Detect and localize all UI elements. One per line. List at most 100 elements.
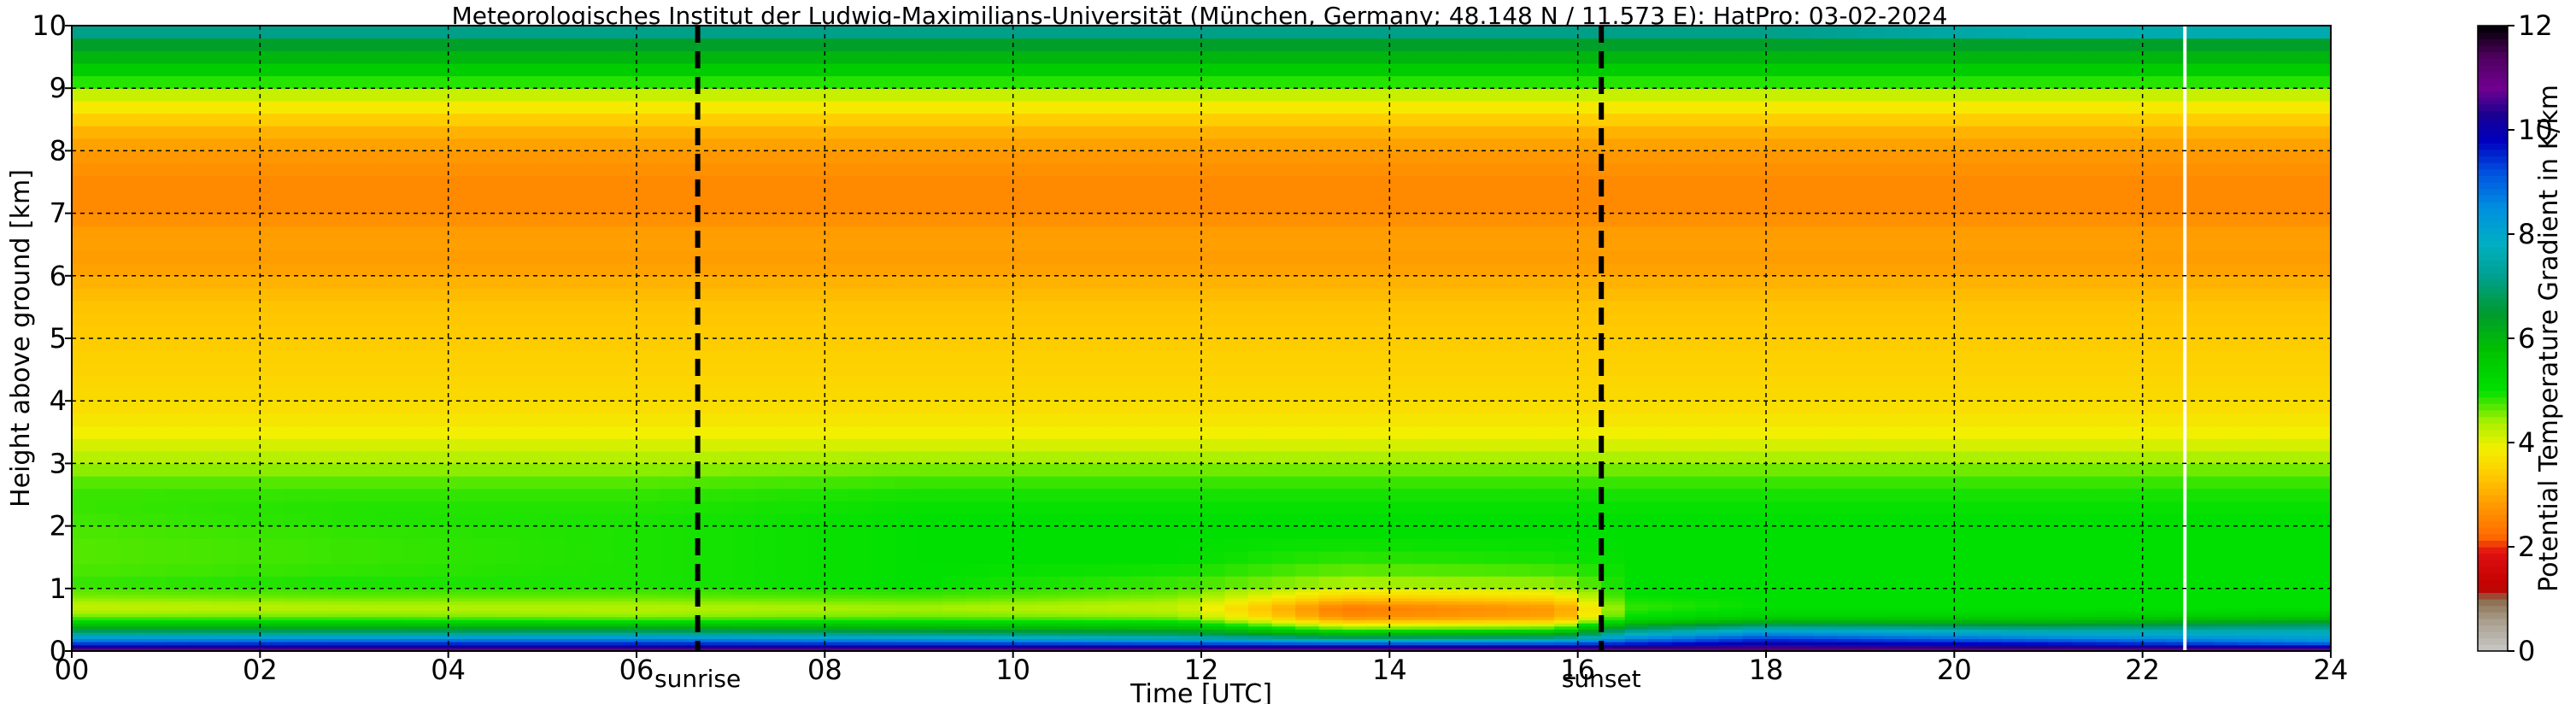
heatmap-cell <box>1389 138 1414 151</box>
heatmap-cell <box>142 401 167 414</box>
heatmap-cell <box>448 275 472 290</box>
heatmap-cell <box>72 250 97 264</box>
heatmap-cell <box>307 613 332 618</box>
heatmap-cell <box>378 476 402 490</box>
heatmap-cell <box>495 648 519 652</box>
heatmap-cell <box>448 388 472 402</box>
heatmap-cell <box>1766 642 1791 646</box>
heatmap-cell <box>848 38 873 51</box>
heatmap-cell <box>731 88 755 102</box>
heatmap-cell <box>95 113 120 126</box>
heatmap-cell <box>1130 163 1155 177</box>
heatmap-cell <box>918 288 943 302</box>
heatmap-cell <box>1530 326 1555 339</box>
heatmap-cell <box>989 301 1014 314</box>
heatmap-cell <box>283 488 308 502</box>
heatmap-cell <box>848 301 873 314</box>
heatmap-cell <box>613 388 637 402</box>
heatmap-cell <box>1624 525 1649 539</box>
heatmap-cell <box>495 138 519 151</box>
heatmap-cell <box>660 632 684 637</box>
heatmap-cell <box>918 625 943 630</box>
heatmap-cell <box>378 576 402 590</box>
heatmap-cell <box>142 326 167 339</box>
heatmap-cell <box>731 226 755 239</box>
heatmap-cell <box>236 644 261 648</box>
heatmap-cell <box>1836 113 1861 126</box>
heatmap-cell <box>1530 425 1555 439</box>
heatmap-cell <box>918 632 943 637</box>
heatmap-cell <box>1742 338 1767 352</box>
heatmap-cell <box>965 175 990 189</box>
heatmap-cell <box>824 413 849 427</box>
heatmap-cell <box>1106 513 1131 527</box>
heatmap-cell <box>1836 338 1861 352</box>
heatmap-cell <box>166 635 191 639</box>
heatmap-cell <box>1695 375 1720 390</box>
heatmap-cell <box>189 138 214 151</box>
heatmap-cell <box>918 200 943 214</box>
heatmap-cell <box>1342 26 1367 39</box>
heatmap-cell <box>166 607 191 612</box>
heatmap-cell <box>1153 326 1179 339</box>
heatmap-cell <box>824 75 849 89</box>
heatmap-cell <box>777 632 802 637</box>
heatmap-cell <box>283 326 308 339</box>
heatmap-cell <box>472 629 496 633</box>
heatmap-cell <box>1083 635 1108 639</box>
heatmap-cell <box>1365 350 1390 364</box>
heatmap-cell <box>260 463 285 477</box>
heatmap-cell <box>1742 476 1767 490</box>
heatmap-cell <box>1036 413 1061 427</box>
heatmap-cell <box>1648 644 1673 648</box>
heatmap-cell <box>330 563 355 577</box>
heatmap-cell <box>871 163 896 177</box>
heatmap-cell <box>95 150 120 164</box>
heatmap-cell <box>1436 338 1461 352</box>
heatmap-cell <box>989 250 1014 264</box>
heatmap-cell <box>754 338 778 352</box>
heatmap-cell <box>1789 635 1814 639</box>
heatmap-cell <box>989 616 1014 620</box>
heatmap-cell <box>1083 401 1108 414</box>
heatmap-cell <box>1718 644 1744 648</box>
heatmap-cell <box>918 375 943 390</box>
heatmap-cell <box>965 638 990 642</box>
heatmap-cell <box>989 613 1014 618</box>
heatmap-cell <box>166 88 191 102</box>
heatmap-cell <box>236 338 261 352</box>
heatmap-cell <box>613 595 637 599</box>
heatmap-cell <box>307 463 332 477</box>
heatmap-cell <box>848 388 873 402</box>
heatmap-cell <box>707 438 731 452</box>
heatmap-cell <box>1695 275 1720 290</box>
heatmap-cell <box>1671 38 1696 51</box>
heatmap-cell <box>1342 250 1367 264</box>
heatmap-cell <box>871 501 896 514</box>
heatmap-cell <box>777 591 802 595</box>
heatmap-cell <box>1530 623 1555 627</box>
heatmap-cell <box>1389 613 1414 618</box>
heatmap-cell <box>942 250 967 264</box>
heatmap-cell <box>637 438 661 452</box>
heatmap-cell <box>1389 563 1414 577</box>
heatmap-cell <box>495 501 519 514</box>
heatmap-cell <box>260 488 285 502</box>
heatmap-cell <box>1577 250 1602 264</box>
heatmap-cell <box>1624 629 1649 633</box>
heatmap-cell <box>731 635 755 639</box>
heatmap-cell <box>1224 623 1249 627</box>
heatmap-cell <box>213 163 238 177</box>
heatmap-cell <box>1577 363 1602 377</box>
heatmap-cell <box>1248 604 1273 608</box>
heatmap-cell <box>495 413 519 427</box>
heatmap-cell <box>895 576 920 590</box>
heatmap-cell <box>613 438 637 452</box>
heatmap-cell <box>1766 88 1791 102</box>
heatmap-cell <box>72 619 97 624</box>
heatmap-cell <box>1342 138 1367 151</box>
heatmap-cell <box>1059 525 1084 539</box>
heatmap-cell <box>1695 642 1720 646</box>
heatmap-cell <box>1412 576 1438 590</box>
heatmap-cell <box>1106 226 1131 239</box>
